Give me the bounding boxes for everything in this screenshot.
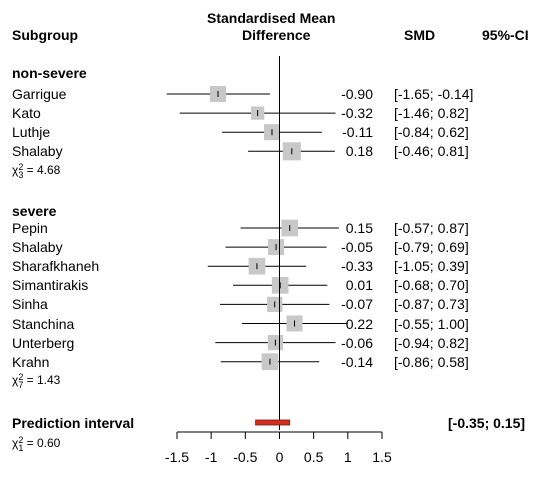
study-ci-text: [-0.68; 0.70] <box>394 277 469 294</box>
prediction-heterogeneity: χ2 1 = 0.60 <box>12 435 61 453</box>
study-smd: -0.11 <box>342 124 373 141</box>
study-ci-text: [-0.46; 0.81] <box>394 143 469 160</box>
header-title-line2: Difference <box>242 27 311 43</box>
header-ci: 95%-CI <box>482 27 529 43</box>
study-smd: -0.90 <box>341 86 373 102</box>
x-tick-label: 0.5 <box>304 449 324 465</box>
study-name: Krahn <box>12 353 50 370</box>
x-tick-label: -0.5 <box>233 449 257 465</box>
study-name: Sinha <box>12 296 48 313</box>
study-smd: 0.22 <box>345 315 373 332</box>
x-tick-label: -1.5 <box>165 449 189 465</box>
group-heterogeneity-1: χ2 7 = 1.43 <box>12 372 61 390</box>
study-ci-text: [-0.57; 0.87] <box>394 220 469 236</box>
study-ci-text: [-0.84; 0.62] <box>394 124 469 141</box>
study-ci-text: [-0.79; 0.69] <box>394 239 469 256</box>
study-ci-text: [-0.86; 0.58] <box>394 353 469 370</box>
x-tick-label: 1 <box>344 449 352 465</box>
study-smd: -0.06 <box>341 334 373 351</box>
header-subgroup: Subgroup <box>12 27 79 43</box>
study-ci-text: [-1.05; 0.39] <box>394 258 469 275</box>
study-smd: 0.18 <box>345 143 373 160</box>
study-name: Shalaby <box>12 239 63 256</box>
study-smd: 0.01 <box>345 277 373 294</box>
prediction-interval-ci-text: [-0.35; 0.15] <box>448 415 526 431</box>
study-name: Kato <box>12 105 41 122</box>
study-smd: 0.15 <box>345 220 373 236</box>
study-name: Sharafkhaneh <box>12 258 100 275</box>
study-ci-text: [-0.87; 0.73] <box>394 296 469 313</box>
header-title-line1: Standardised Mean <box>207 10 336 26</box>
study-name: Unterberg <box>12 334 75 351</box>
group-header-1: severe <box>12 203 57 219</box>
group-heterogeneity-0: χ2 3 = 4.68 <box>12 162 61 180</box>
group-header-0: non-severe <box>12 65 87 81</box>
prediction-interval-bar <box>255 419 291 426</box>
study-ci-text: [-1.65; -0.14] <box>394 86 474 102</box>
study-smd: -0.32 <box>341 105 373 122</box>
study-name: Simantirakis <box>12 277 89 294</box>
x-tick-label: 1.5 <box>372 449 392 465</box>
study-smd: -0.33 <box>341 258 373 275</box>
study-smd: -0.07 <box>341 296 373 313</box>
study-name: Shalaby <box>12 143 63 160</box>
study-ci-text: [-1.46; 0.82] <box>394 105 469 122</box>
prediction-interval-label: Prediction interval <box>12 415 135 431</box>
header-smd: SMD <box>404 27 436 43</box>
x-tick-label: 0 <box>276 449 284 465</box>
study-ci-text: [-0.94; 0.82] <box>394 334 469 351</box>
study-name: Garrigue <box>12 86 67 102</box>
study-ci-text: [-0.55; 1.00] <box>394 315 469 332</box>
study-name: Pepin <box>12 220 48 236</box>
study-name: Luthje <box>12 124 51 141</box>
study-smd: -0.14 <box>341 353 373 370</box>
x-tick-label: -1 <box>205 449 218 465</box>
study-name: Stanchina <box>12 315 75 332</box>
study-smd: -0.05 <box>341 239 373 256</box>
